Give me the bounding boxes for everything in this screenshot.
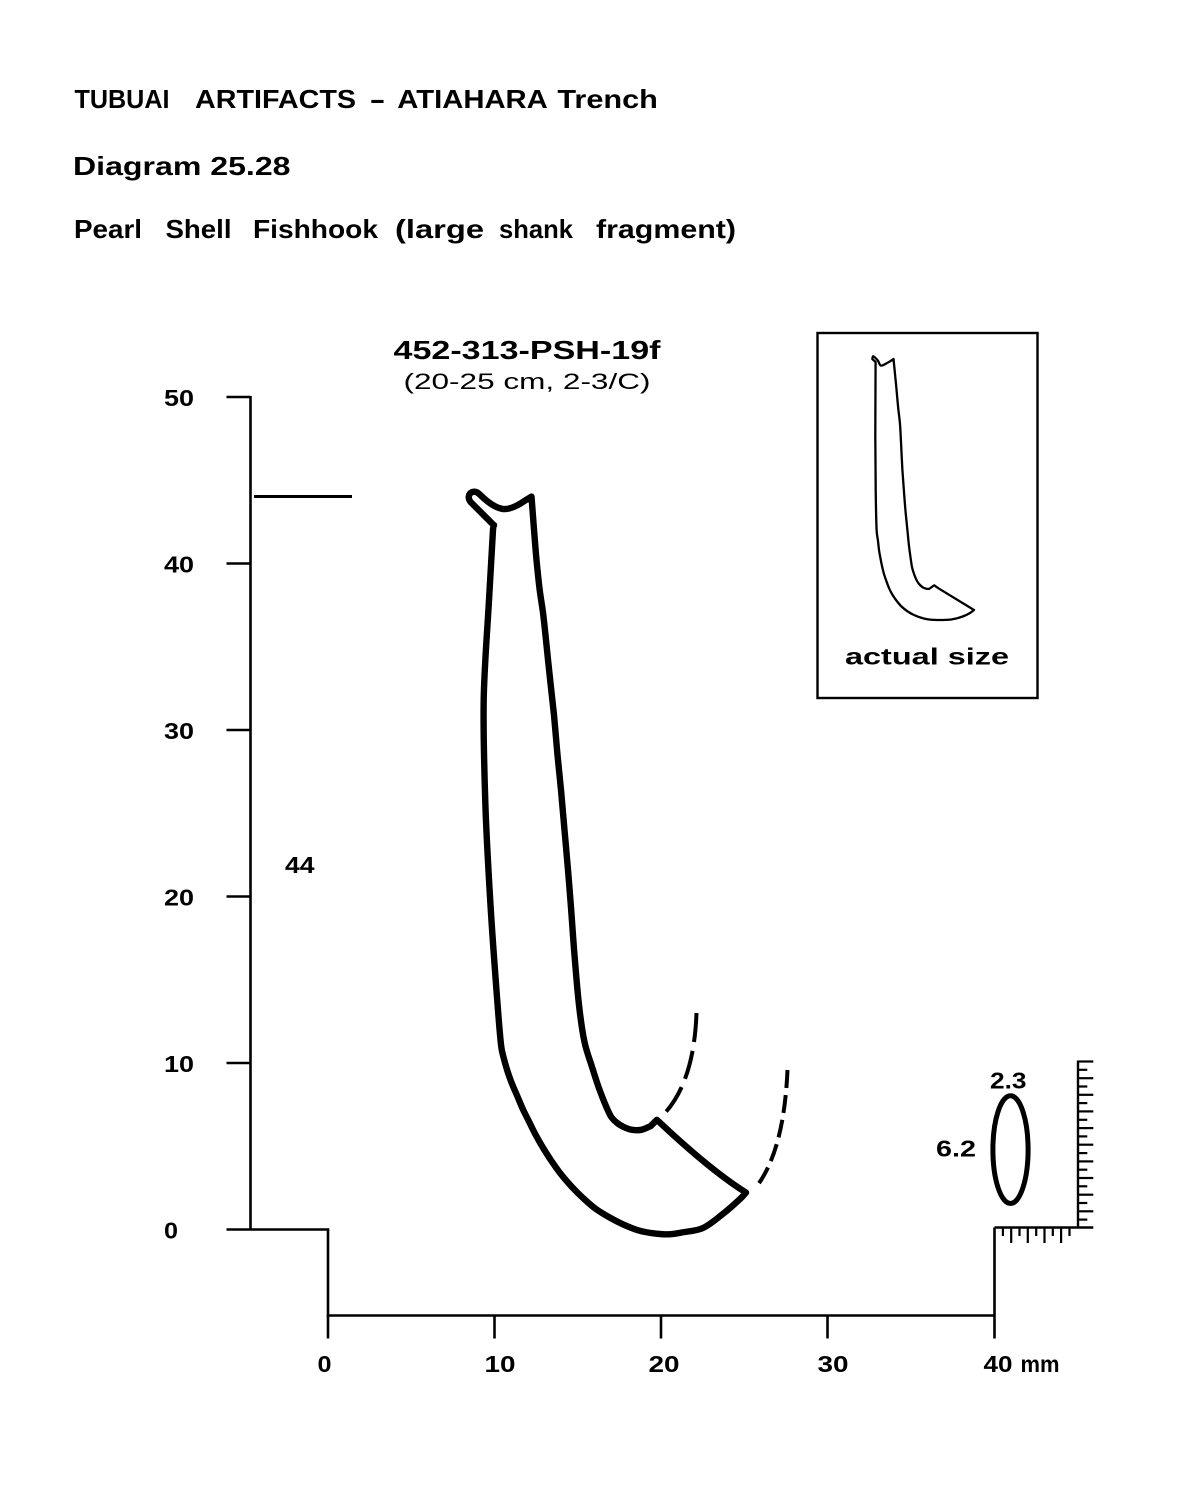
svg-text:Shell: Shell xyxy=(166,214,232,244)
svg-text:452-313-PSH-19f: 452-313-PSH-19f xyxy=(394,335,661,365)
svg-text:30: 30 xyxy=(164,718,194,744)
svg-text:0: 0 xyxy=(318,1351,332,1377)
svg-text:Fishhook: Fishhook xyxy=(253,214,379,244)
svg-text:-: - xyxy=(370,84,386,114)
svg-text:shank: shank xyxy=(499,214,574,244)
svg-text:10: 10 xyxy=(164,1051,194,1077)
svg-text:50: 50 xyxy=(164,385,194,411)
svg-text:TUBUAI: TUBUAI xyxy=(75,84,170,114)
svg-text:ARTIFACTS: ARTIFACTS xyxy=(195,84,356,114)
svg-text:30: 30 xyxy=(818,1351,849,1377)
svg-text:fragment): fragment) xyxy=(596,214,736,244)
svg-text:6.2: 6.2 xyxy=(936,1136,976,1162)
svg-text:0: 0 xyxy=(164,1218,178,1244)
svg-text:20: 20 xyxy=(649,1351,680,1377)
svg-text:actual size: actual size xyxy=(845,644,1009,670)
svg-text:20: 20 xyxy=(164,885,194,911)
svg-text:44: 44 xyxy=(285,852,315,878)
svg-text:40: 40 xyxy=(164,552,194,578)
svg-text:(large: (large xyxy=(395,214,484,244)
svg-text:Diagram 25.28: Diagram 25.28 xyxy=(73,151,291,181)
svg-text:Pearl: Pearl xyxy=(74,214,142,244)
svg-text:(20-25 cm, 2-3/C): (20-25 cm, 2-3/C) xyxy=(404,369,651,394)
svg-text:mm: mm xyxy=(1021,1351,1060,1377)
svg-text:40: 40 xyxy=(984,1351,1013,1377)
svg-text:ATIAHARA: ATIAHARA xyxy=(397,84,548,114)
svg-text:10: 10 xyxy=(485,1351,516,1377)
svg-text:2.3: 2.3 xyxy=(990,1068,1027,1094)
svg-text:Trench: Trench xyxy=(557,84,658,114)
